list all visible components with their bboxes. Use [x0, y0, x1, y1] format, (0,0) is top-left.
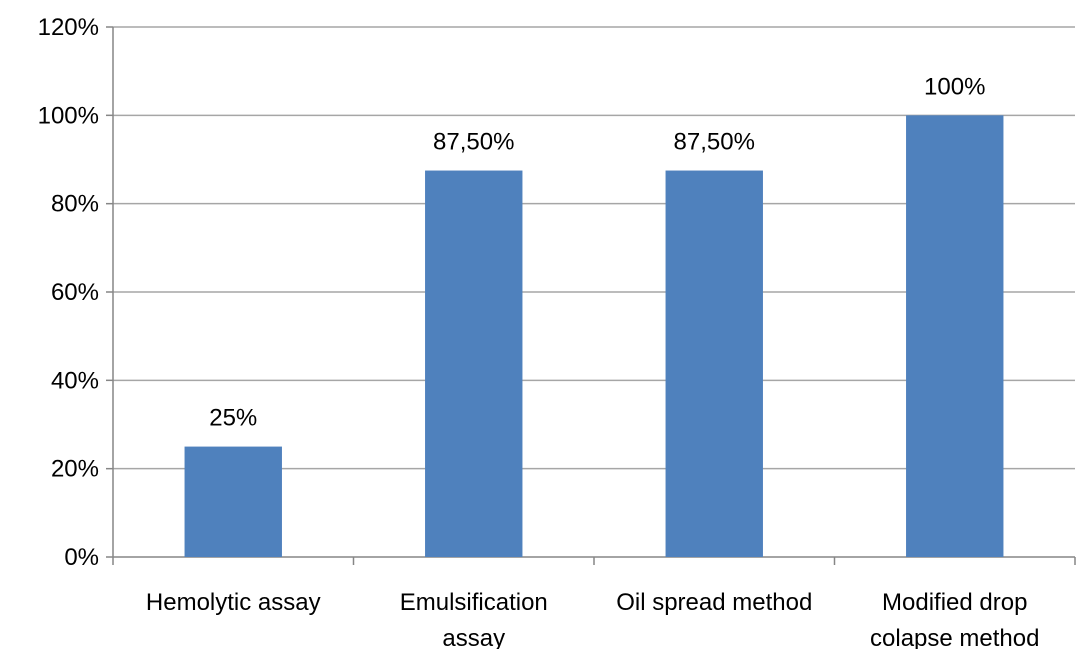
data-labels: 25% 87,50% 87,50% 100%: [209, 73, 985, 431]
data-label: 25%: [209, 405, 257, 432]
data-label: 87,50%: [433, 129, 514, 156]
y-axis-tick-labels: 0% 20% 40% 60% 80% 100% 120%: [38, 14, 99, 571]
x-category-label: Hemolytic assay: [146, 589, 321, 616]
y-tick-label: 20%: [51, 456, 99, 483]
bar: [665, 170, 763, 557]
data-label: 87,50%: [674, 129, 755, 156]
x-category-label: Emulsification assay: [400, 589, 548, 649]
y-tick-label: 60%: [51, 279, 99, 306]
bars: [184, 115, 1004, 557]
data-label: 100%: [924, 73, 985, 100]
y-tick-label: 40%: [51, 367, 99, 394]
y-tick-label: 0%: [64, 544, 99, 571]
x-category-label: Oil spread method: [616, 589, 812, 616]
y-tick-label: 120%: [38, 14, 99, 41]
y-tick-label: 80%: [51, 191, 99, 218]
bar: [184, 446, 282, 557]
bar: [425, 170, 523, 557]
x-category-label: Modified drop colapse method: [870, 589, 1039, 649]
y-tick-label: 100%: [38, 102, 99, 129]
category-labels: Hemolytic assay Emulsification assay Oil sp…: [146, 589, 1040, 649]
bar: [906, 115, 1004, 557]
